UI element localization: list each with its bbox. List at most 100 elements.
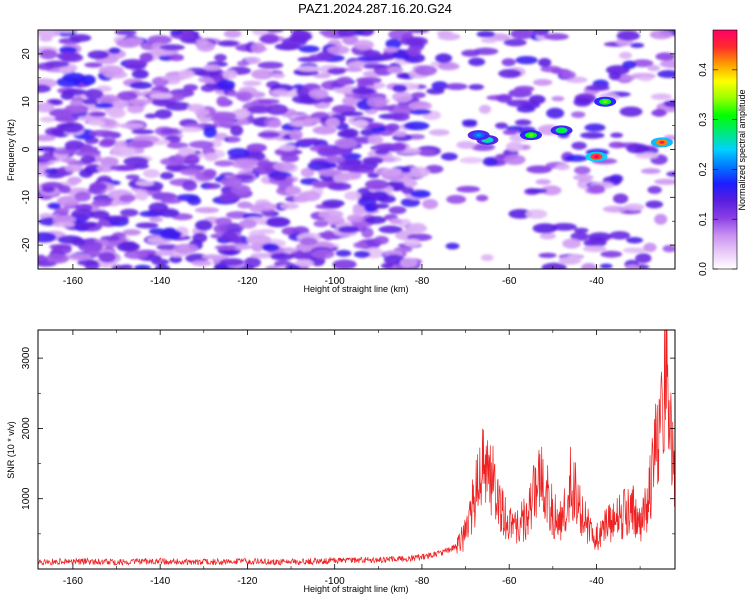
heatmap-cell: [312, 125, 337, 135]
heatmap-cell: [411, 92, 426, 99]
heatmap-cell: [96, 94, 120, 104]
heatmap-cell: [135, 180, 154, 187]
colorbar-label: Normalized spectral amplitude: [737, 89, 747, 210]
heatmap-x-tick-label: -40: [589, 276, 604, 287]
heatmap-cell: [125, 174, 140, 180]
heatmap-cell: [300, 167, 315, 178]
snr-y-axis-label: SNR (10 * v/v): [6, 421, 16, 479]
heatmap-cell: [377, 194, 396, 204]
snr-x-tick-label: -80: [415, 576, 430, 587]
heatmap-cell: [387, 66, 404, 74]
heatmap-cell: [540, 185, 562, 196]
heatmap-cell: [159, 44, 185, 51]
heatmap-cell: [666, 171, 675, 177]
heatmap-cell: [307, 160, 332, 172]
heatmap-cell: [299, 237, 318, 246]
heatmap-cell: [389, 218, 403, 225]
heatmap-cell: [476, 30, 496, 38]
snr-y-ticks: 1000 2000 3000: [21, 347, 675, 570]
heatmap-cell: [309, 88, 329, 100]
heatmap-cell: [623, 203, 645, 211]
heatmap-cell: [422, 198, 439, 210]
heatmap-cell: [311, 249, 335, 259]
heatmap-cell: [480, 254, 494, 262]
heatmap-x-axis-label: Height of straight line (km): [303, 284, 408, 294]
heatmap-cell: [385, 38, 402, 50]
heatmap-cell: [251, 30, 268, 36]
heatmap-cell: [551, 222, 577, 231]
heatmap-cell: [271, 172, 288, 181]
heatmap-cell: [562, 238, 582, 249]
heatmap-cell: [325, 117, 340, 128]
heatmap-cell: [468, 57, 486, 67]
heatmap-cell: [392, 84, 408, 93]
heatmap-cell: [379, 54, 395, 61]
heatmap-x-ticks: -160 -140 -120 -100 -80 -60 -40: [63, 30, 641, 287]
heatmap-cell: [259, 35, 279, 43]
heatmap-cell: [187, 196, 202, 206]
heatmap-cell: [346, 214, 363, 223]
heatmap-cell: [220, 231, 239, 242]
heatmap-cell: [161, 198, 182, 204]
heatmap-cell: [347, 61, 366, 69]
heatmap-cell: [155, 249, 175, 256]
heatmap-cell: [361, 63, 387, 69]
heatmap-cell: [599, 263, 613, 269]
heatmap-cell: [445, 83, 468, 91]
heatmap-cell: [364, 216, 387, 225]
heatmap-cell: [363, 49, 381, 59]
colorbar: 0.0 0.1 0.2 0.3 0.4 Normalized spectral ampl…: [698, 29, 747, 276]
snr-x-tick-label: -160: [63, 576, 83, 587]
heatmap-cell: [135, 222, 159, 229]
heatmap-cell: [459, 157, 484, 164]
heatmap-cell: [609, 174, 624, 183]
heatmap-cell: [440, 152, 458, 161]
heatmap-cell: [128, 98, 151, 106]
heatmap-cell: [66, 253, 92, 261]
heatmap-cell: [41, 186, 56, 193]
colorbar-tick-label: 0.1: [698, 212, 709, 226]
heatmap-cell: [407, 166, 430, 178]
heatmap-cell: [92, 199, 112, 207]
heatmap-cell: [480, 37, 498, 44]
heatmap-cell: [574, 166, 591, 175]
heatmap-cell: [98, 251, 116, 263]
heatmap-y-tick-label: 10: [21, 96, 32, 108]
heatmap-cell: [166, 142, 189, 149]
heatmap-cell: [49, 99, 63, 106]
heatmap-cell: [373, 235, 389, 245]
heatmap-cell: [468, 83, 485, 91]
heatmap-cell: [214, 244, 237, 251]
heatmap-cell: [470, 143, 496, 152]
heatmap-cell: [64, 164, 84, 173]
heatmap-cell: [122, 229, 142, 236]
snr-frame: [37, 329, 676, 570]
heatmap-cell: [496, 93, 513, 103]
heatmap-cell: [242, 80, 262, 87]
heatmap-cell: [38, 232, 57, 243]
heatmap-cell: [478, 104, 492, 114]
heatmap-feature-core: [484, 138, 490, 142]
heatmap-cell: [647, 64, 661, 72]
heatmap-cell: [651, 110, 667, 117]
snr-y-tick-label: 2000: [21, 417, 32, 440]
heatmap-cell: [625, 264, 641, 269]
heatmap-cell: [79, 146, 98, 152]
heatmap-cell: [58, 46, 78, 54]
heatmap-cell: [462, 121, 478, 128]
heatmap-cell: [567, 254, 583, 260]
heatmap-cell: [204, 152, 219, 162]
snr-panel: -160 -140 -120 -100 -80 -60 -40 1000 2000 3000 H…: [6, 329, 676, 594]
heatmap-cell: [191, 260, 213, 267]
heatmap-cell: [334, 138, 358, 149]
heatmap-cell: [56, 51, 81, 61]
heatmap-cell: [169, 255, 183, 264]
heatmap-cell: [270, 252, 295, 261]
heatmap-y-tick-label: -20: [21, 237, 32, 252]
heatmap-cell: [284, 264, 301, 269]
heatmap-feature-core: [476, 133, 482, 137]
heatmap-cell: [631, 59, 654, 68]
heatmap-cell: [414, 65, 438, 76]
heatmap-cell: [570, 232, 589, 241]
